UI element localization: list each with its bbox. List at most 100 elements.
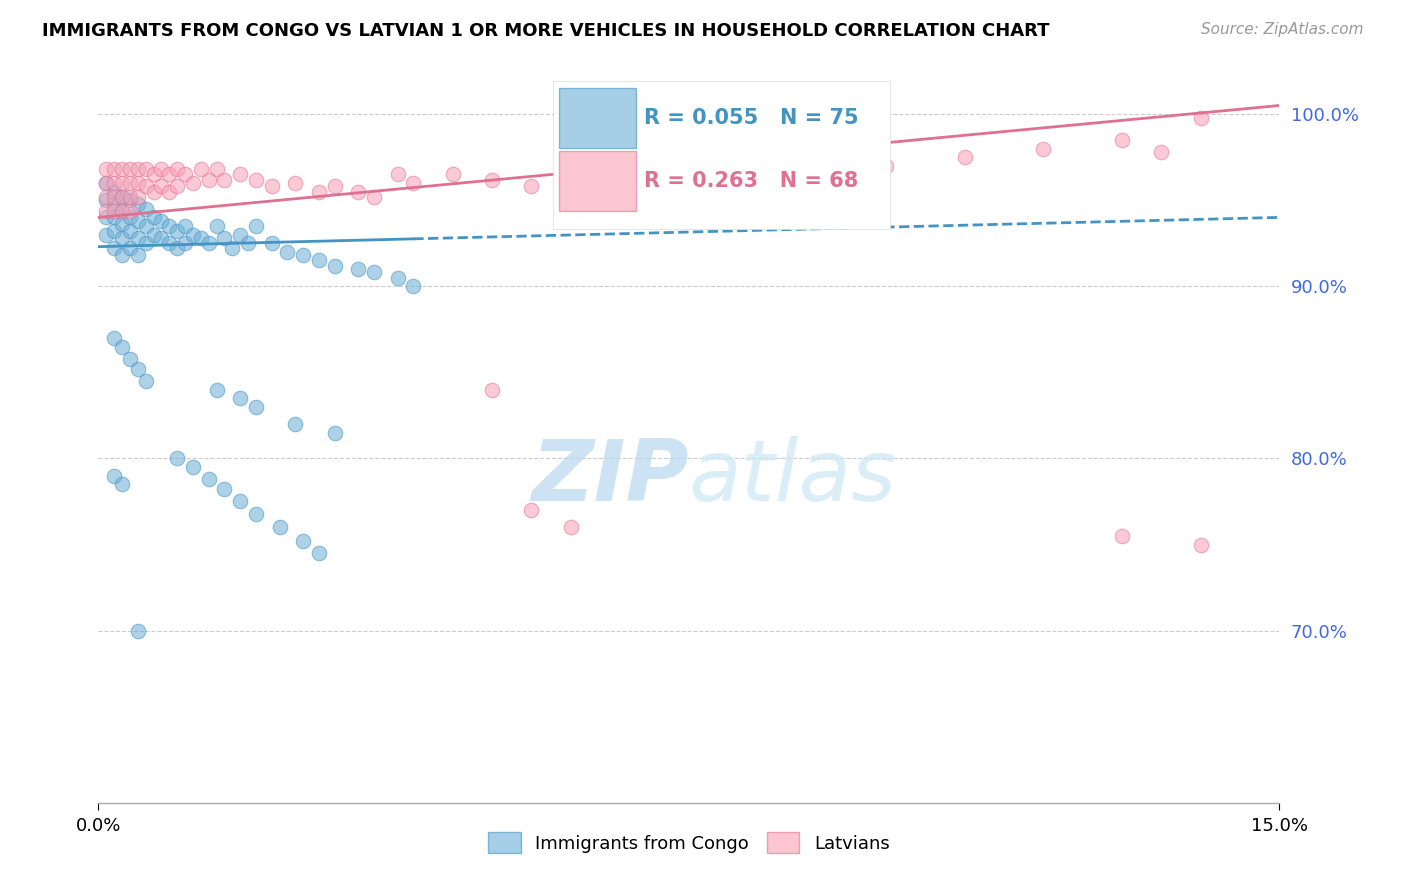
Point	[245, 172, 267, 186]
Point	[157, 219, 180, 233]
Point	[118, 193, 141, 207]
Point	[214, 483, 236, 497]
Point	[402, 279, 425, 293]
Point	[236, 236, 259, 251]
Point	[190, 231, 212, 245]
Point	[284, 176, 307, 190]
Point	[323, 179, 346, 194]
Point	[111, 217, 134, 231]
Point	[150, 179, 173, 194]
Point	[481, 383, 503, 397]
Point	[441, 167, 464, 181]
Point	[347, 262, 370, 277]
Point	[111, 477, 134, 491]
Point	[560, 520, 582, 534]
Point	[103, 468, 125, 483]
Point	[135, 179, 157, 194]
Point	[142, 211, 165, 225]
Point	[96, 211, 118, 225]
Point	[269, 520, 291, 534]
Point	[1189, 111, 1212, 125]
Point	[1150, 145, 1173, 159]
Point	[118, 176, 141, 190]
Point	[214, 231, 236, 245]
Point	[135, 236, 157, 251]
Point	[292, 248, 315, 262]
Text: R = 0.263   N = 68: R = 0.263 N = 68	[644, 171, 858, 191]
Point	[150, 214, 173, 228]
Point	[1032, 142, 1054, 156]
Point	[166, 179, 188, 194]
Point	[103, 203, 125, 218]
Point	[229, 227, 252, 242]
Point	[142, 185, 165, 199]
Point	[560, 162, 582, 177]
Point	[363, 265, 385, 279]
Point	[166, 241, 188, 255]
Point	[260, 179, 283, 194]
Point	[157, 167, 180, 181]
Point	[174, 236, 197, 251]
Point	[1189, 537, 1212, 551]
Point	[229, 494, 252, 508]
Point	[363, 190, 385, 204]
Point	[135, 374, 157, 388]
Point	[150, 231, 173, 245]
Point	[135, 219, 157, 233]
Point	[260, 236, 283, 251]
Text: Source: ZipAtlas.com: Source: ZipAtlas.com	[1201, 22, 1364, 37]
Point	[756, 155, 779, 169]
Text: atlas: atlas	[689, 435, 897, 518]
Text: R = 0.055   N = 75: R = 0.055 N = 75	[644, 108, 859, 128]
Text: IMMIGRANTS FROM CONGO VS LATVIAN 1 OR MORE VEHICLES IN HOUSEHOLD CORRELATION CHA: IMMIGRANTS FROM CONGO VS LATVIAN 1 OR MO…	[42, 22, 1050, 40]
Point	[308, 253, 330, 268]
Point	[205, 219, 228, 233]
Point	[387, 167, 409, 181]
Point	[127, 248, 149, 262]
Text: ZIP: ZIP	[531, 435, 689, 518]
Point	[103, 224, 125, 238]
Point	[221, 241, 243, 255]
Point	[520, 503, 543, 517]
Point	[111, 339, 134, 353]
Point	[181, 176, 204, 190]
Point	[103, 196, 125, 211]
Point	[127, 190, 149, 204]
Point	[214, 172, 236, 186]
Point	[174, 219, 197, 233]
Point	[229, 167, 252, 181]
Point	[181, 227, 204, 242]
Point	[245, 219, 267, 233]
Point	[1111, 133, 1133, 147]
Point	[717, 159, 740, 173]
Point	[520, 179, 543, 194]
Point	[118, 162, 141, 177]
Point	[127, 231, 149, 245]
Point	[111, 190, 134, 204]
Point	[96, 162, 118, 177]
Point	[127, 196, 149, 211]
Point	[118, 190, 141, 204]
Point	[308, 185, 330, 199]
Point	[142, 167, 165, 181]
Point	[127, 214, 149, 228]
Point	[308, 546, 330, 560]
Point	[229, 391, 252, 405]
Point	[190, 162, 212, 177]
Point	[678, 167, 700, 181]
Point	[599, 155, 621, 169]
Point	[111, 162, 134, 177]
Point	[953, 150, 976, 164]
Point	[96, 176, 118, 190]
FancyBboxPatch shape	[553, 81, 890, 229]
Point	[118, 241, 141, 255]
Point	[111, 248, 134, 262]
Point	[103, 176, 125, 190]
Point	[96, 190, 118, 204]
Point	[111, 203, 134, 218]
Point	[96, 227, 118, 242]
Point	[127, 624, 149, 638]
Point	[387, 270, 409, 285]
Point	[118, 203, 141, 218]
Point	[157, 236, 180, 251]
